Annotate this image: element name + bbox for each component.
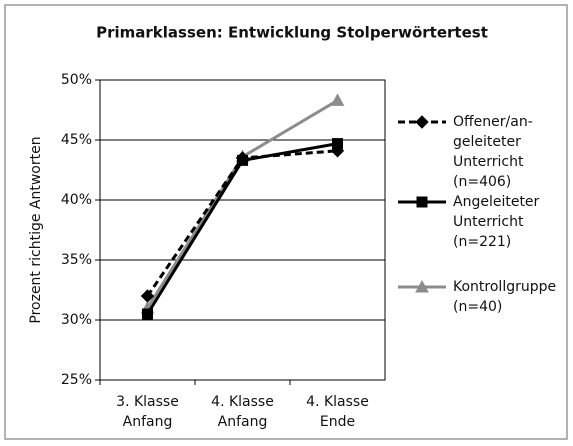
y-tick-label: 45%	[61, 132, 92, 148]
y-tick-label: 50%	[61, 72, 92, 88]
x-tick-label: 4. Klasse Anfang	[211, 394, 274, 430]
y-tick-label: 30%	[61, 312, 92, 328]
marker	[142, 308, 153, 320]
chart-title: Primarklassen: Entwicklung Stolperwörter…	[96, 24, 488, 42]
legend-label: Offener/an- geleiteter Unterricht (n=406…	[453, 114, 533, 190]
legend-marker	[416, 196, 428, 208]
y-tick-label: 25%	[61, 372, 92, 388]
legend-label: Kontrollgruppe (n=40)	[453, 279, 557, 315]
y-tick-label: 35%	[61, 252, 92, 268]
marker	[332, 138, 343, 150]
x-tick-label: 4. Klasse Ende	[306, 394, 369, 430]
chart-frame	[4, 4, 568, 440]
legend-marker	[415, 115, 429, 129]
x-tick-label: 3. Klasse Anfang	[116, 394, 179, 430]
y-axis-label: Prozent richtige Antworten	[28, 136, 44, 323]
marker	[237, 154, 248, 166]
legend-label: Angeleiteter Unterricht (n=221)	[453, 194, 540, 250]
legend-marker	[415, 279, 429, 293]
marker	[140, 289, 155, 303]
y-tick-label: 40%	[61, 192, 92, 208]
plot-frame	[99, 79, 386, 381]
marker	[330, 93, 345, 106]
